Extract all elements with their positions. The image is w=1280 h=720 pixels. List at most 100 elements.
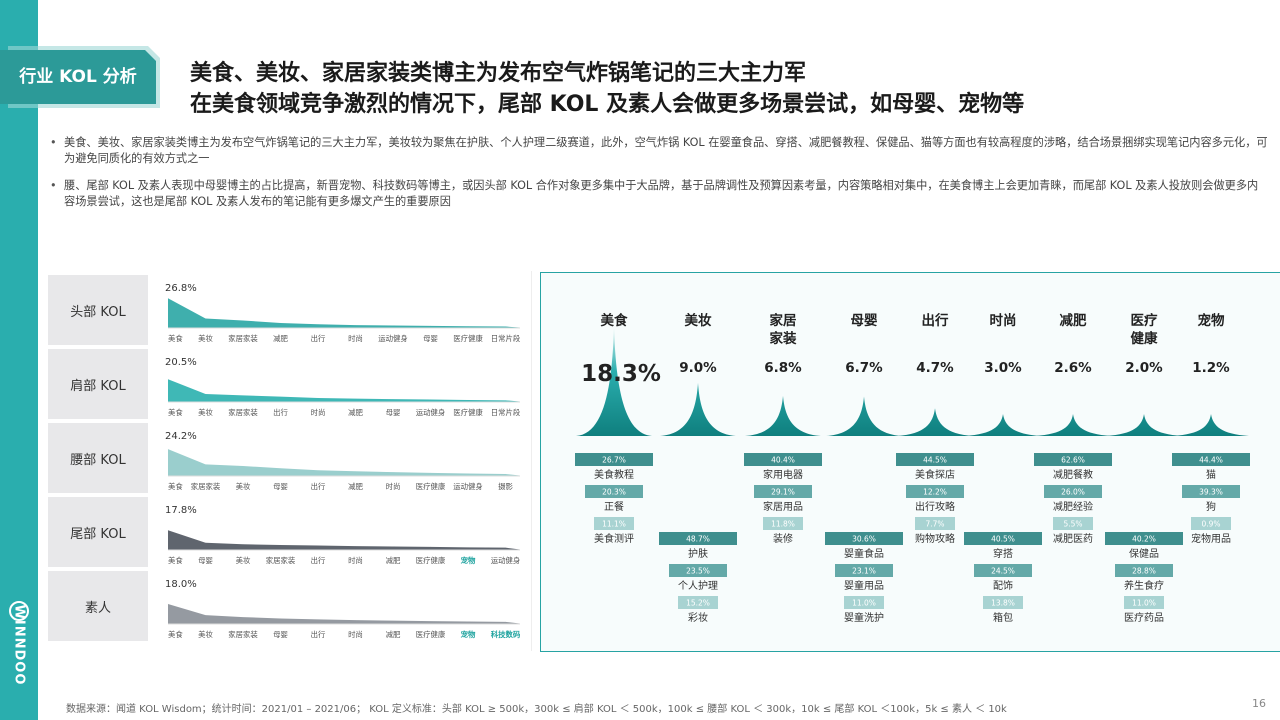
subcategory-name: 保健品 [1129,547,1159,560]
subcategory-value: 62.6% [1061,456,1085,465]
category-label: 时尚 [990,312,1017,329]
category-label: 出行 [922,312,950,329]
subcategory-bar [1053,517,1093,530]
subcategory-name: 装修 [773,532,793,545]
section-tag-label: 行业 KOL 分析 [19,67,137,87]
tier-category-label: 医疗健康 [416,556,446,565]
page-number: 16 [1252,697,1266,710]
tier-area-chart: 20.5% 美食 美妆 家居家装 出行 时尚 减肥 母婴 运动健身 医疗健康 日常片段 [165,357,521,417]
brand-mark-icon [9,601,29,621]
subcategory-group: 48.7% 护肤 23.5% 个人护理 15.2% 彩妆 [659,532,737,624]
category-value-label: 9.0% [679,360,717,376]
tier-category-label: 减肥 [348,482,363,491]
tier-category-label: 宠物 [461,556,476,565]
subcategory-name: 出行攻略 [915,500,955,513]
tier-category-label: 家居家装 [191,482,221,491]
subcategory-group: 44.5% 美食探店 12.2% 出行攻略 7.7% 购物攻略 [896,453,974,545]
subcategory-group: 26.7% 美食教程 20.3% 正餐 11.1% 美食测评 [575,453,653,545]
row-label-head-kol: 头部 KOL [48,275,148,345]
tier-category-label: 美食 [168,482,183,491]
subcategory-value: 44.4% [1199,456,1223,465]
tier-category-label: 母婴 [273,630,288,639]
subcategory-name: 箱包 [993,611,1013,624]
subcategory-value: 20.3% [602,488,626,497]
category-label: 美食 [601,312,629,329]
subcategory-value: 15.2% [686,599,710,608]
subcategory-group: 40.5% 穿搭 24.5% 配饰 13.8% 箱包 [964,532,1042,624]
tier-category-label: 宠物 [461,630,476,639]
tier-category-label: 美妆 [236,482,251,491]
tier-category-label: 时尚 [311,408,326,417]
subcategory-value: 13.8% [991,599,1015,608]
tier-area-series [168,604,520,624]
category-peak-chart-svg: 美食 18.3% 美妆 9.0% 家居家装 6.8% 母婴 6.7% 出行 4.7% 时尚 3.0% 减… [569,312,1253,624]
subcategory-bar [754,485,812,498]
subcategory-value: 11.8% [771,520,795,529]
subcategory-bar [835,564,893,577]
tier-category-label: 美妆 [198,334,213,343]
tier-category-label: 母婴 [273,482,288,491]
page-title-line-2: 在美食领域竞争激烈的情况下，尾部 KOL 及素人会做更多场景尝试，如母婴、宠物等 [190,92,1025,117]
tier-category-label: 家居家装 [228,334,258,343]
subcategory-bar [1105,532,1183,545]
category-label: 健康 [1131,330,1159,347]
subcategory-bar [1191,517,1231,530]
subcategory-bar [1034,453,1112,466]
tier-category-label: 美食 [168,408,183,417]
tier-area-series [168,530,520,550]
subcategory-value: 26.0% [1061,488,1085,497]
subcategory-value: 23.1% [852,567,876,576]
subcategory-name: 医疗药品 [1124,611,1164,624]
subcategory-bar [844,596,884,609]
subcategory-bar [974,564,1032,577]
subcategory-name: 彩妆 [688,611,708,624]
tier-category-label: 出行 [311,334,326,343]
category-value-label: 2.6% [1054,360,1092,376]
subcategory-bar [1182,485,1240,498]
subcategory-value: 24.5% [991,567,1015,576]
kol-tier-charts: 26.8% 美食 美妆 家居家装 减肥 出行 时尚 运动健身 母婴 医疗健康 日常片段 20.5% 美食… [148,271,532,651]
category-value-label: 18.3% [581,361,661,387]
subcategory-value: 40.5% [991,535,1015,544]
tier-category-label: 家居家装 [228,630,258,639]
tier-category-label: 运动健身 [378,334,408,343]
category-label: 减肥 [1060,312,1088,329]
tier-category-label: 时尚 [386,482,401,491]
footer-source: 数据来源：闻道 KOL Wisdom；统计时间：2021/01 – 2021/0… [66,704,1007,715]
bullet-list: 美食、美妆、家居家装类博主为发布空气炸锅笔记的三大主力军，美妆较为聚焦在护肤、个… [48,135,1268,221]
tier-category-label: 家居家装 [266,556,296,565]
tier-category-label: 减肥 [273,334,288,343]
subcategory-bar [575,453,653,466]
subcategory-name: 婴童食品 [844,547,884,560]
subcategory-value: 11.0% [852,599,876,608]
category-label: 美妆 [685,312,713,329]
tier-area-series [168,298,520,328]
row-label-tail-kol: 尾部 KOL [48,497,148,567]
subcategory-name: 婴童洗护 [844,611,884,624]
tier-category-label: 医疗健康 [453,408,483,417]
subcategory-name: 宠物用品 [1191,532,1231,545]
tier-category-label: 日常片段 [491,408,521,417]
category-label: 母婴 [851,312,878,329]
tier-category-label: 美食 [168,334,183,343]
tier-category-label: 减肥 [386,630,401,639]
tier-category-label: 医疗健康 [416,630,446,639]
subcategory-bar [669,564,727,577]
tier-area-chart: 18.0% 美食 美妆 家居家装 母婴 出行 时尚 减肥 医疗健康 宠物 科技数码 [165,579,521,639]
subcategory-bar [983,596,1023,609]
subcategory-name: 购物攻略 [915,532,955,545]
tier-category-label: 母婴 [423,334,438,343]
subcategory-value: 44.5% [923,456,947,465]
subcategory-name: 配饰 [993,579,1013,592]
subcategory-bar [825,532,903,545]
category-overview-panel: 美食 18.3% 美妆 9.0% 家居 家装 6.8% 母婴 6.7% 出行 4.7% 时尚 3.0% 减… [540,272,1280,652]
subcategory-bar [594,517,634,530]
tier-category-label: 家居家装 [228,408,258,417]
subcategory-group: 44.4% 猫 39.3% 狗 0.9% 宠物用品 [1172,453,1250,545]
tier-category-label: 时尚 [348,334,363,343]
subcategory-name: 减肥经验 [1053,500,1093,513]
subcategory-group: 40.4% 家用电器 29.1% 家居用品 11.8% 装修 [744,453,822,545]
subcategory-name: 狗 [1206,500,1216,513]
tier-top-value: 17.8% [165,505,197,516]
subcategory-bar [659,532,737,545]
